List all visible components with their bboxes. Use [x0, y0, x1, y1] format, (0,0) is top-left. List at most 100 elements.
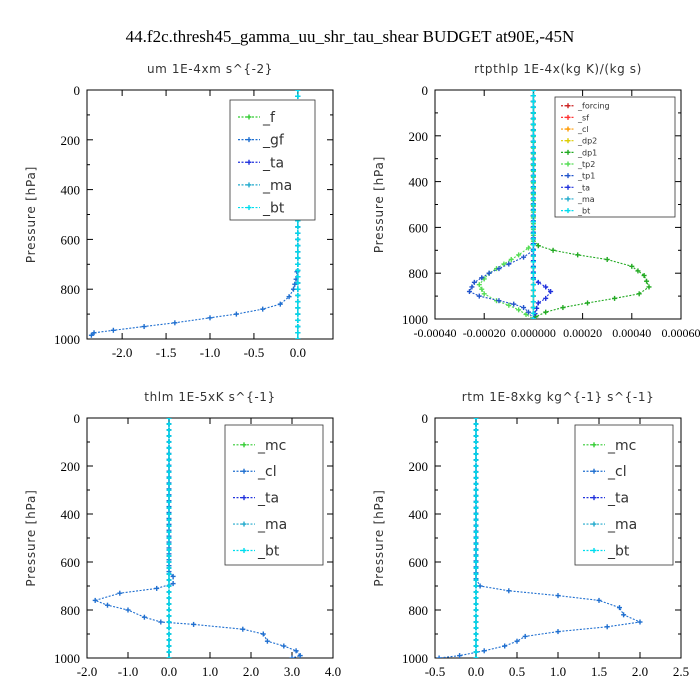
- series-bt-point: [166, 517, 172, 523]
- legend-label: _bt: [262, 201, 285, 217]
- series-bt-point: [166, 421, 172, 427]
- legend-marker: [246, 137, 252, 143]
- y-tick-label: 800: [61, 282, 81, 297]
- series-bt-point: [530, 139, 536, 145]
- y-tick-label: 800: [61, 603, 81, 618]
- series-bt-point: [530, 270, 536, 276]
- y-tick-label: 600: [61, 232, 81, 247]
- series-bt-point: [295, 280, 301, 286]
- y-tick-label: 200: [409, 459, 429, 474]
- series-tp2-point: [516, 252, 522, 258]
- series-bt-point: [473, 427, 479, 433]
- series-cl-point: [289, 655, 295, 658]
- series-ta-line: [532, 90, 552, 319]
- series-dp1-point: [629, 263, 635, 269]
- series-cl-point: [637, 619, 643, 625]
- series-gf-point: [290, 286, 296, 292]
- series-bt-point: [530, 242, 536, 248]
- legend-box: [554, 96, 676, 218]
- legend-label: _cl: [607, 464, 627, 480]
- series-bt-point: [473, 625, 479, 631]
- legend-label: _sf: [577, 113, 589, 122]
- series-cl-point: [617, 605, 622, 611]
- x-tick-label: 0.0: [290, 345, 306, 360]
- legend-marker: [565, 114, 571, 120]
- y-tick-label: 800: [409, 266, 429, 281]
- series-bt-point: [473, 487, 479, 493]
- series-cl-point: [596, 597, 602, 603]
- series-dp1-point: [550, 247, 556, 253]
- series-bt-point: [530, 293, 536, 299]
- panel-title: rtm 1E-8xkg kg^{-1} s^{-1}: [462, 390, 655, 404]
- series-bt-point: [530, 116, 536, 122]
- series-group: [92, 418, 303, 658]
- series-bt-point: [166, 577, 172, 583]
- y-tick-label: 200: [61, 133, 81, 148]
- series-bt-point: [166, 613, 172, 619]
- x-tick-label: 2.5: [673, 664, 689, 679]
- series-gf-point: [141, 324, 147, 330]
- series-bt-point: [530, 161, 536, 167]
- y-tick-label: 600: [61, 555, 81, 570]
- y-tick-label: 0: [74, 83, 81, 98]
- series-tp1-point: [486, 270, 492, 276]
- series-cl-point: [293, 648, 299, 654]
- series-bt-point: [473, 451, 479, 457]
- series-cl-point: [158, 619, 164, 625]
- series-gf-point: [172, 320, 178, 326]
- series-bt-point: [530, 299, 536, 305]
- series-bt-point: [166, 601, 172, 607]
- series-cl-point: [502, 643, 508, 649]
- legend-label: _dp1: [577, 148, 597, 157]
- series-bt-point: [473, 547, 479, 553]
- series-bt-point: [166, 481, 172, 487]
- series-bt-point: [530, 167, 536, 173]
- series-bt-point: [473, 535, 479, 541]
- series-bt-point: [166, 469, 172, 475]
- series-bt-point: [166, 493, 172, 499]
- x-tick-label: 3.0: [284, 664, 300, 679]
- legend-label: _tp2: [577, 160, 595, 169]
- series-cl-point: [191, 621, 197, 627]
- series-bt-point: [166, 445, 172, 451]
- y-axis-label: Pressure [hPa]: [24, 166, 38, 263]
- x-tick-label: 0.0: [161, 664, 177, 679]
- series-cl-point: [92, 597, 98, 603]
- legend-marker: [241, 547, 247, 553]
- x-tick-label: 2.0: [243, 664, 259, 679]
- series-bt-point: [295, 268, 301, 274]
- series-tp2-point: [481, 291, 487, 297]
- series-group: [466, 90, 652, 319]
- series-bt-point: [166, 553, 172, 559]
- y-tick-label: 0: [74, 411, 81, 426]
- series-tp1-point: [521, 254, 527, 260]
- y-tick-label: 1000: [402, 651, 428, 666]
- y-tick-label: 400: [409, 175, 429, 190]
- y-axis-label: Pressure [hPa]: [372, 156, 386, 253]
- legend-label: _ta: [607, 491, 629, 507]
- series-bt-point: [530, 264, 536, 270]
- series-bt-point: [530, 179, 536, 185]
- legend-marker: [246, 114, 252, 120]
- series-bt-point: [530, 276, 536, 282]
- series-bt-point: [166, 595, 172, 601]
- series-cl-point: [481, 648, 487, 654]
- x-tick-label: 1.0: [202, 664, 218, 679]
- x-tick-label: -0.00020: [463, 326, 506, 340]
- x-tick-label: -0.5: [425, 664, 446, 679]
- legend-marker: [241, 468, 247, 474]
- series-bt-point: [166, 559, 172, 565]
- series-bt-point: [473, 493, 479, 499]
- legend: _mc _cl _ta _ma _bt: [224, 424, 324, 566]
- series-bt-point: [166, 583, 172, 589]
- series-gf-point: [260, 306, 266, 312]
- series-bt-point: [166, 643, 172, 649]
- series-bt-point: [166, 451, 172, 457]
- series-bt-point: [473, 565, 479, 571]
- series-gf-point: [91, 330, 97, 336]
- series-cl-point: [555, 629, 561, 635]
- legend-marker: [246, 159, 252, 165]
- series-cl-point: [281, 643, 287, 649]
- panel-title: thlm 1E-5xK s^{-1}: [144, 390, 275, 404]
- series-bt-point: [166, 529, 172, 535]
